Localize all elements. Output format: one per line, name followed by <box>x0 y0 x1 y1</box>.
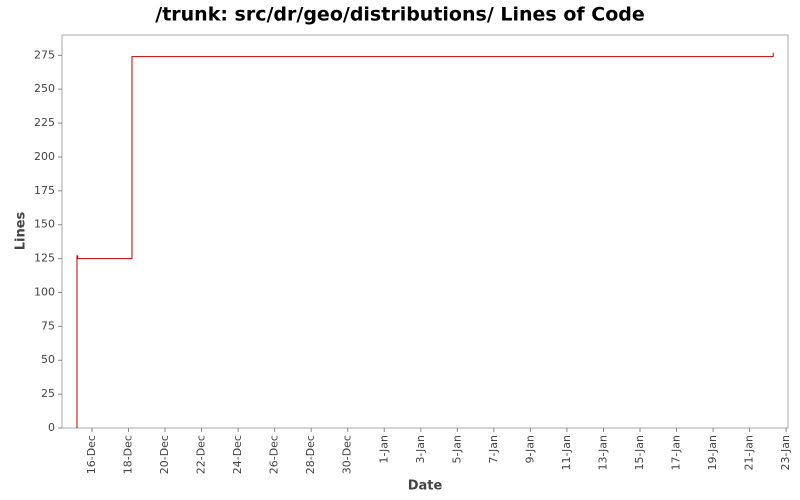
x-tick-label: 23-Jan <box>779 435 792 471</box>
x-tick-label: 19-Jan <box>706 435 719 471</box>
y-tick-label: 100 <box>34 285 55 298</box>
x-tick-label: 21-Jan <box>743 435 756 471</box>
x-tick-label: 1-Jan <box>377 435 390 464</box>
y-tick-label: 250 <box>34 82 55 95</box>
y-tick-label: 175 <box>34 184 55 197</box>
y-tick-label: 200 <box>34 150 55 163</box>
y-tick-label: 225 <box>34 116 55 129</box>
x-tick-label: 11-Jan <box>560 435 573 471</box>
y-tick-label: 75 <box>41 319 55 332</box>
x-tick-label: 9-Jan <box>523 435 536 464</box>
y-tick-label: 50 <box>41 353 55 366</box>
y-tick-label: 25 <box>41 387 55 400</box>
x-tick-label: 7-Jan <box>487 435 500 464</box>
y-tick-label: 125 <box>34 252 55 265</box>
y-tick-label: 0 <box>48 421 55 434</box>
x-tick-label: 28-Dec <box>304 435 317 474</box>
data-line <box>76 52 774 428</box>
plot-frame <box>61 34 789 429</box>
x-tick-label: 15-Jan <box>633 435 646 471</box>
chart-title: /trunk: src/dr/geo/distributions/ Lines … <box>155 4 645 26</box>
x-tick-label: 22-Dec <box>195 435 208 474</box>
x-tick-label: 5-Jan <box>450 435 463 464</box>
x-axis-title: Date <box>408 479 443 494</box>
y-tick-label: 275 <box>34 48 55 61</box>
y-tick-label: 150 <box>34 218 55 231</box>
y-axis-title: Lines <box>14 211 29 250</box>
x-tick-label: 3-Jan <box>414 435 427 464</box>
x-tick-label: 16-Dec <box>85 435 98 474</box>
x-tick-label: 26-Dec <box>268 435 281 474</box>
x-tick-label: 13-Jan <box>596 435 609 471</box>
x-tick-label: 18-Dec <box>121 435 134 474</box>
x-tick-label: 17-Jan <box>670 435 683 471</box>
x-tick-label: 24-Dec <box>231 435 244 474</box>
x-tick-label: 20-Dec <box>158 435 171 474</box>
x-tick-label: 30-Dec <box>341 435 354 474</box>
